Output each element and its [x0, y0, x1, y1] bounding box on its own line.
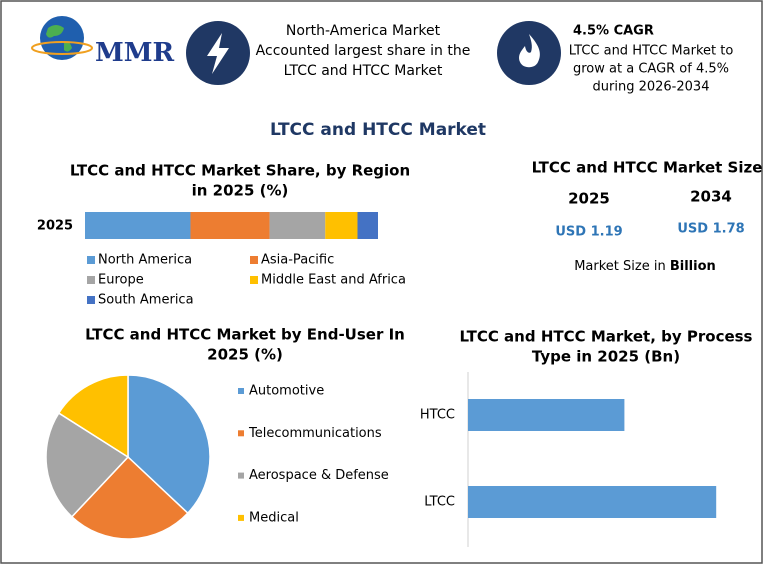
chart-title: in 2025 (%)	[192, 182, 289, 200]
chart-title: 2025 (%)	[207, 346, 283, 364]
legend-swatch	[250, 276, 258, 284]
note: Market Size in	[574, 259, 666, 274]
legend-label: Telecommunications	[248, 426, 382, 441]
bar-segment	[85, 212, 191, 239]
header-line: North-America Market	[286, 23, 441, 39]
legend-swatch	[87, 276, 95, 284]
category-label: LTCC	[424, 495, 455, 510]
note-unit: Billion	[670, 259, 716, 274]
legend-label: Medical	[249, 510, 299, 525]
header-line: LTCC and HTCC Market	[284, 63, 443, 79]
header-line: Accounted largest share in the	[256, 43, 471, 59]
size-note: Market Size in Billion	[574, 259, 716, 274]
pie-slice	[57, 374, 129, 459]
main-title: LTCC and HTCC Market	[270, 120, 486, 140]
chart-title: LTCC and HTCC Market, by Process	[460, 328, 753, 346]
year: 2025	[568, 190, 610, 208]
globe-land	[46, 25, 72, 52]
cagr-line: during 2026-2034	[593, 80, 710, 95]
bar-segment	[190, 212, 270, 239]
legend-label: Europe	[98, 273, 144, 288]
legend-swatch	[250, 256, 258, 264]
chart-title: Type in 2025 (Bn)	[532, 348, 680, 366]
legend-label: North America	[98, 253, 192, 268]
legend-label: Aerospace & Defense	[249, 468, 389, 483]
legend-swatch	[238, 388, 244, 394]
legend-swatch	[238, 472, 244, 479]
chart-title: LTCC and HTCC Market Share, by Region	[70, 162, 410, 180]
bar-segment	[325, 212, 358, 239]
pie-slice	[45, 412, 130, 518]
pie-slice	[127, 374, 211, 515]
flame	[519, 34, 540, 68]
legend-swatch	[87, 256, 95, 264]
orbit	[31, 41, 93, 55]
cagr-line: LTCC and HTCC Market to	[569, 44, 734, 59]
cagr-title: 4.5% CAGR	[573, 24, 654, 39]
size-value: USD 1.19	[555, 225, 622, 240]
logo: MMR	[31, 16, 175, 68]
chart-title: LTCC and HTCC Market by End-User In	[85, 326, 405, 344]
legend-swatch	[238, 514, 244, 521]
logo-text: MMR	[95, 38, 175, 68]
legend-label: Middle East and Africa	[261, 273, 406, 288]
legend-label: Asia-Pacific	[261, 253, 334, 268]
bar-segment	[269, 212, 326, 239]
legend-label: South America	[98, 293, 194, 308]
legend-swatch	[87, 296, 95, 304]
size-value: USD 1.78	[677, 222, 744, 237]
year: 2034	[690, 188, 732, 206]
legend-label: Automotive	[249, 384, 324, 399]
bar	[468, 399, 625, 431]
category-label: HTCC	[420, 408, 455, 423]
legend-swatch	[238, 430, 244, 437]
bolt	[207, 33, 229, 74]
pie-slice	[70, 455, 189, 540]
cagr-line: grow at a CAGR of 4.5%	[573, 62, 729, 77]
bar	[468, 486, 717, 518]
category-label: 2025	[37, 219, 73, 234]
size-title: LTCC and HTCC Market Size	[532, 159, 763, 177]
bar-segment	[357, 212, 378, 239]
